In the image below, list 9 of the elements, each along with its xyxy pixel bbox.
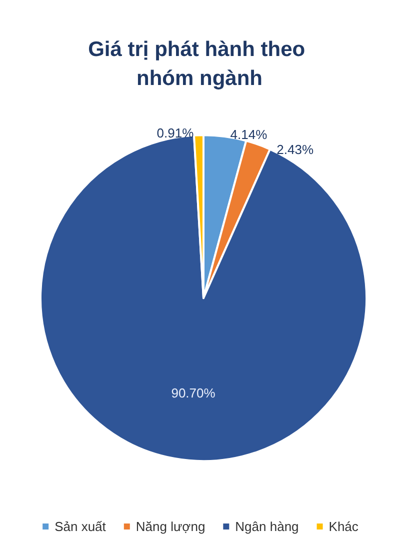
legend-label: Sản xuất — [54, 519, 106, 534]
data-label: 0.91% — [156, 126, 194, 141]
legend-label: Ngân hàng — [235, 519, 299, 534]
chart-title: Giá trị phát hành theo nhóm ngành — [88, 38, 311, 90]
data-label: 90.70% — [171, 386, 216, 401]
legend-label: Khác — [328, 519, 359, 534]
data-label: 4.14% — [230, 127, 268, 142]
data-label: 2.43% — [276, 142, 314, 158]
legend-label: Năng lượng — [136, 519, 206, 534]
